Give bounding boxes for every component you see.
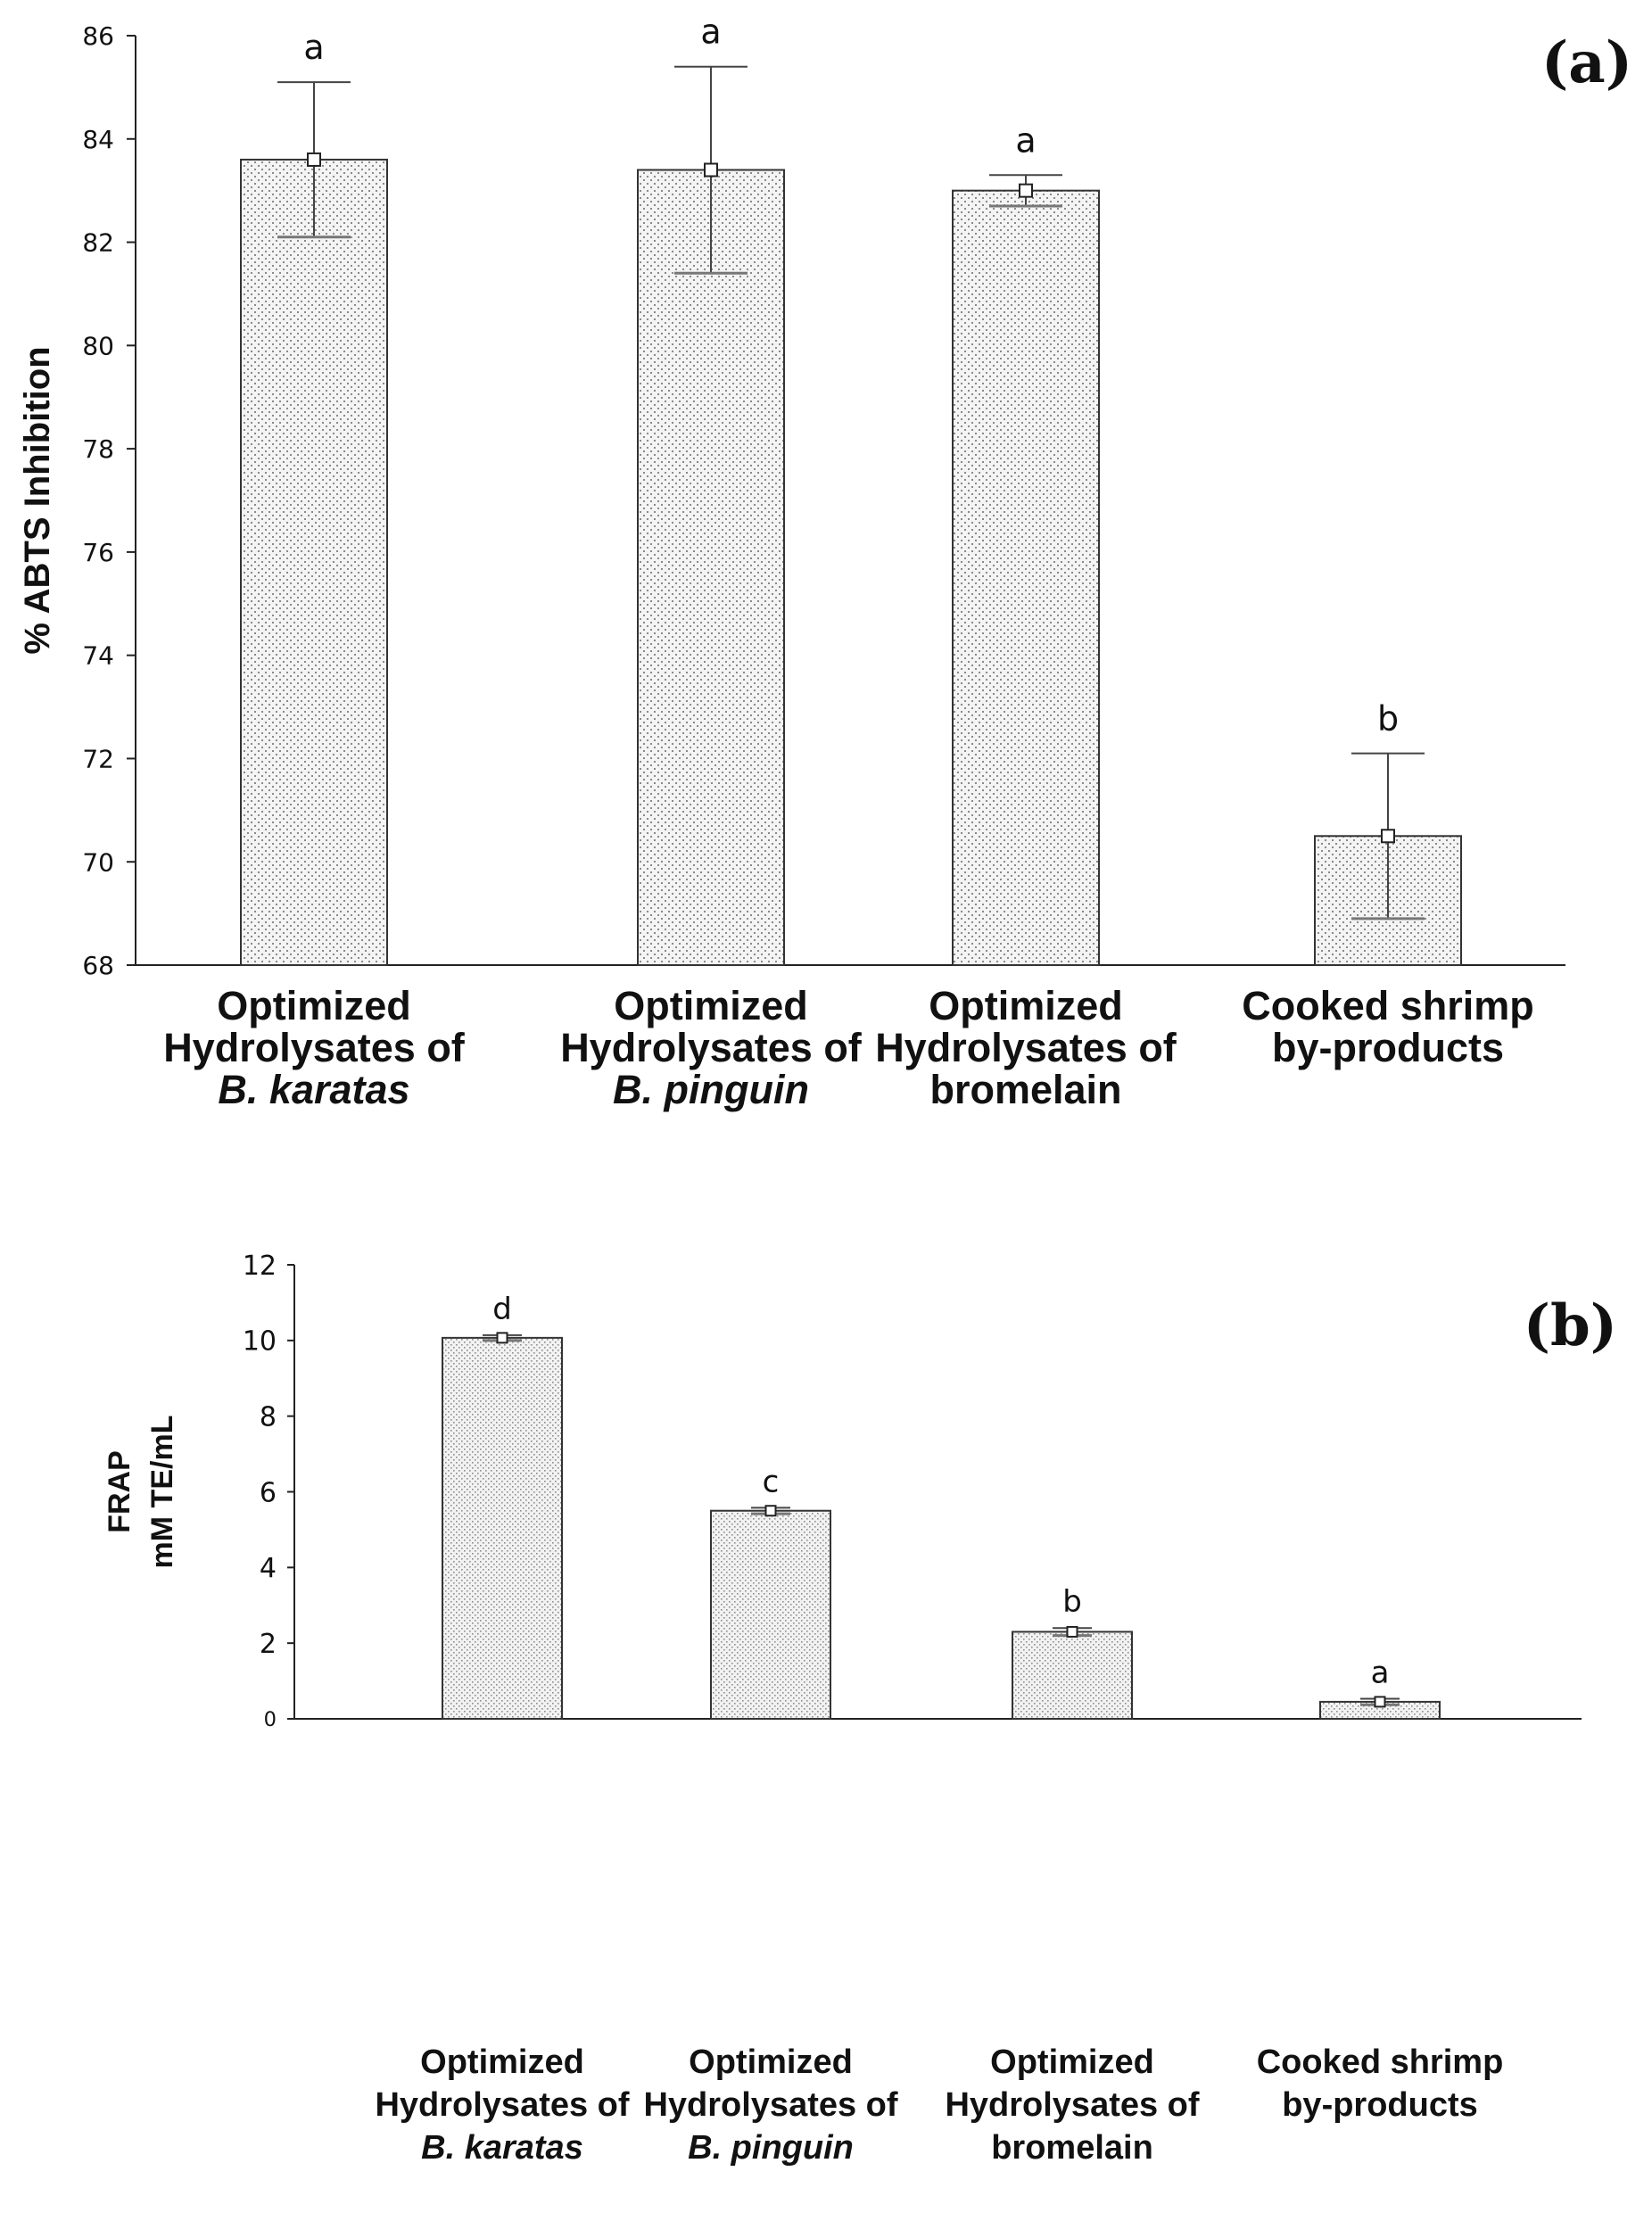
y-tick-label-b: 10 [243, 1326, 277, 1358]
category-label-a-3: Hydrolysates of [875, 1025, 1177, 1070]
bar-a-1 [240, 158, 388, 966]
category-label-a-4: Cooked shrimp [1242, 983, 1534, 1028]
y-axis-label-b: FRAP [103, 1450, 136, 1533]
y-tick-label-a: 76 [82, 538, 114, 567]
significance-letter-b-2: c [763, 1464, 780, 1499]
y-axis-label-a: % ABTS Inhibition [18, 346, 57, 654]
significance-letter-b-4: a [1371, 1655, 1390, 1691]
y-tick-label-a: 86 [82, 21, 114, 51]
y-tick-label-b: 12 [243, 1251, 277, 1282]
mean-marker-a-4 [1381, 829, 1395, 844]
category-label-b-1: B. karatas [421, 2129, 583, 2167]
y-tick-label-a: 78 [82, 434, 114, 464]
category-label-b-2: Optimized [689, 2043, 853, 2081]
significance-letter-a-2: a [700, 12, 721, 52]
category-label-b-2: Hydrolysates of [643, 2086, 897, 2124]
y-tick-label-a: 72 [82, 745, 114, 774]
category-label-b-1: Optimized [420, 2043, 584, 2081]
category-label-a-3: Optimized [929, 983, 1123, 1028]
mean-marker-b-2 [764, 1505, 777, 1517]
category-label-a-2: Optimized [614, 983, 808, 1028]
category-label-a-4: by-products [1272, 1025, 1504, 1070]
bar-b-1 [442, 1336, 563, 1720]
bar-a-2 [637, 169, 785, 966]
y-tick-label-a: 68 [82, 951, 114, 980]
category-label-b-4: by-products [1282, 2086, 1478, 2124]
mean-marker-a-1 [307, 152, 321, 167]
y-tick-label-a: 84 [82, 125, 114, 154]
significance-letter-a-1: a [303, 28, 324, 67]
significance-letter-a-4: b [1377, 699, 1399, 739]
bar-a-3 [952, 189, 1100, 966]
category-label-a-1: Optimized [217, 983, 411, 1028]
y-tick-label-a: 70 [82, 847, 114, 877]
y-tick-label-a: 80 [82, 331, 114, 360]
y-tick-label-b: 0 [264, 1708, 277, 1731]
bar-b-2 [710, 1509, 831, 1721]
category-label-a-2: B. pinguin [613, 1067, 809, 1112]
mean-marker-b-3 [1066, 1625, 1078, 1638]
category-label-b-2: B. pinguin [688, 2129, 854, 2167]
significance-letter-b-1: d [492, 1292, 512, 1327]
category-label-b-1: Hydrolysates of [375, 2086, 629, 2124]
panel-label-b: (b) [1524, 1292, 1617, 1359]
category-label-b-3: bromelain [991, 2129, 1153, 2167]
y-tick-label-b: 6 [260, 1477, 277, 1508]
category-label-a-3: bromelain [929, 1067, 1121, 1112]
mean-marker-a-2 [704, 162, 718, 178]
category-label-a-1: B. karatas [218, 1067, 409, 1112]
significance-letter-b-3: b [1062, 1584, 1082, 1620]
significance-letter-a-3: a [1015, 120, 1036, 160]
mean-marker-b-4 [1374, 1696, 1386, 1708]
category-label-b-3: Optimized [990, 2043, 1154, 2081]
y-axis-label-b: mM TE/mL [145, 1416, 179, 1569]
y-tick-label-b: 2 [260, 1629, 277, 1660]
mean-marker-b-1 [496, 1332, 508, 1344]
bar-b-3 [1012, 1631, 1133, 1720]
category-label-b-3: Hydrolysates of [945, 2086, 1199, 2124]
mean-marker-a-3 [1019, 183, 1033, 198]
panel-label-a: (a) [1541, 29, 1632, 96]
category-label-a-2: Hydrolysates of [560, 1025, 863, 1070]
category-label-a-1: Hydrolysates of [163, 1025, 466, 1070]
y-tick-label-b: 4 [260, 1553, 277, 1584]
y-tick-label-b: 8 [260, 1401, 277, 1433]
y-tick-label-a: 82 [82, 228, 114, 258]
y-tick-label-a: 74 [82, 641, 114, 671]
category-label-b-4: Cooked shrimp [1257, 2043, 1504, 2081]
